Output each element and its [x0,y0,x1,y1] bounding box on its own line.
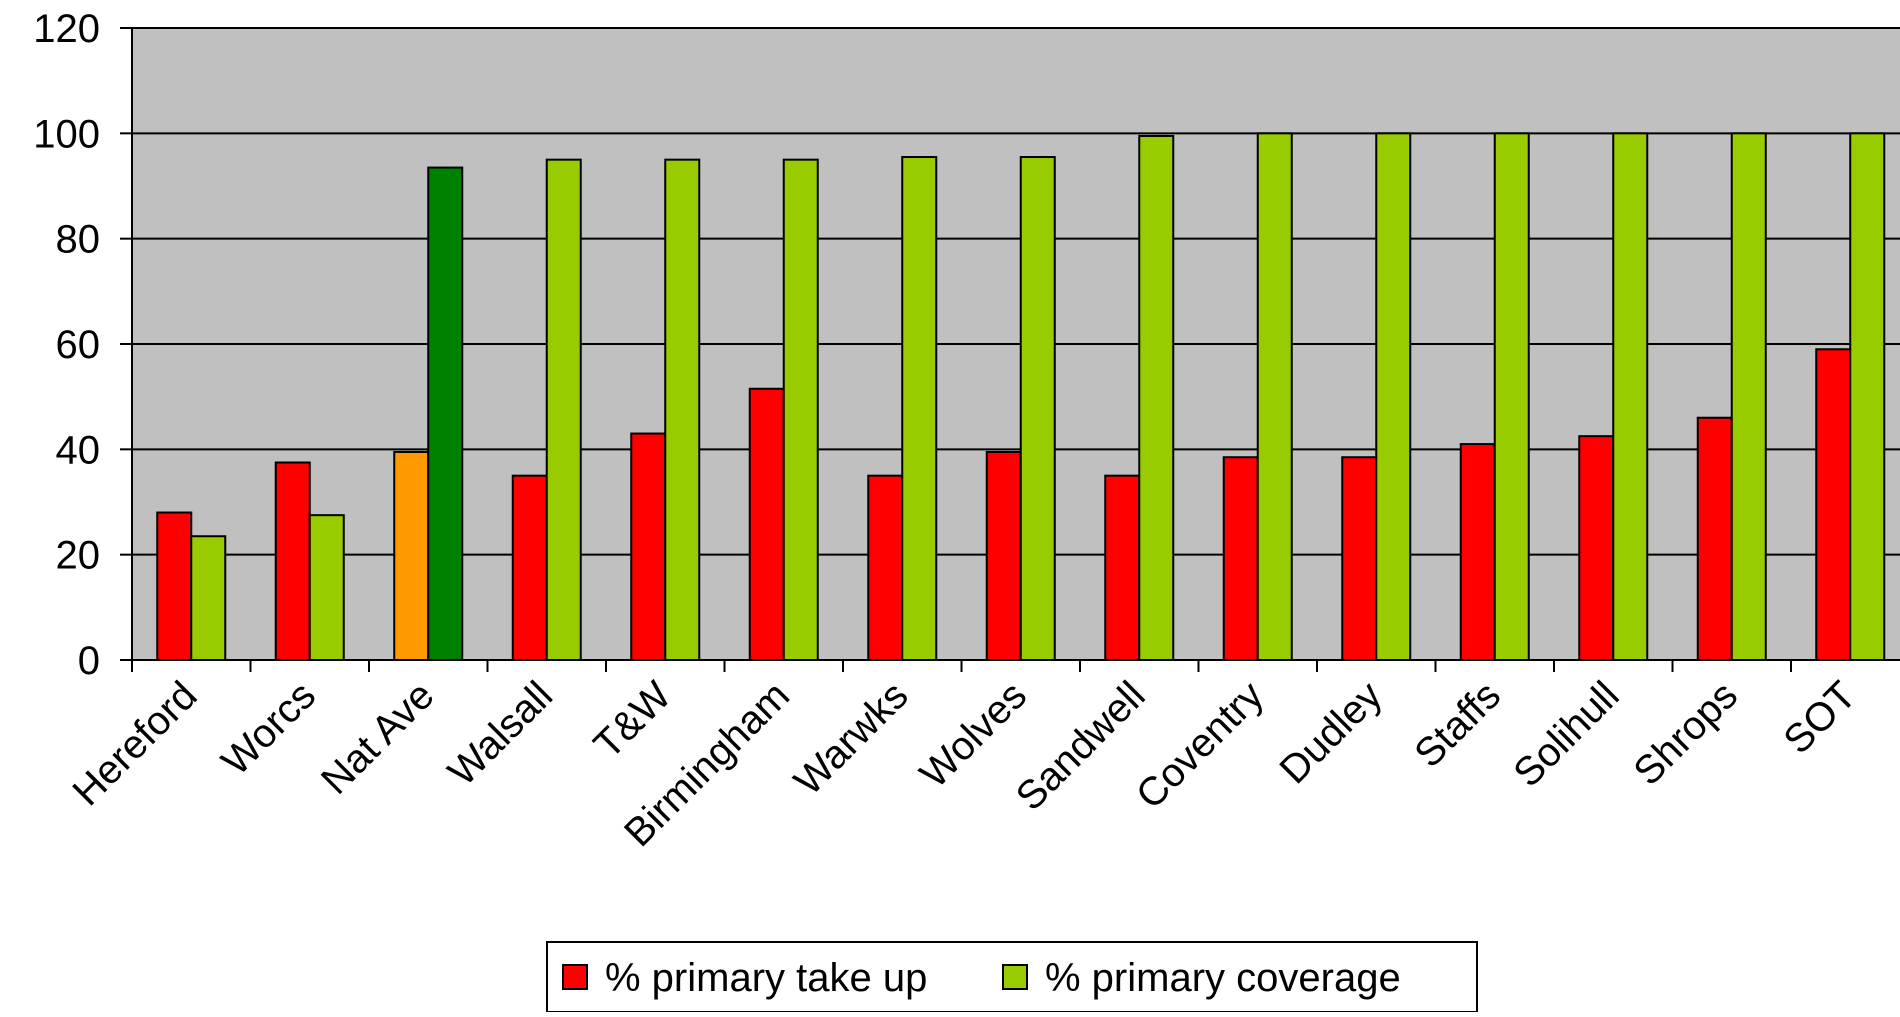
y-tick-label: 120 [33,7,100,51]
x-category-label: Dudley [1271,673,1390,792]
bar-take-up [867,474,904,661]
y-tick-label: 100 [33,112,100,156]
bar-take-up [511,474,548,661]
x-category-label: Solihull [1505,673,1627,795]
legend-swatch [562,964,588,990]
y-tick-label: 60 [56,323,101,367]
bars [156,132,1886,662]
bar-coverage [1375,132,1412,662]
y-tick-label: 40 [56,428,101,472]
x-category-label: Nat Ave [313,673,443,803]
bar-coverage [1730,132,1767,662]
bar-take-up [1459,443,1496,662]
bar-coverage [901,156,938,662]
legend-label: % primary take up [605,956,927,1000]
bar-take-up [1578,435,1615,661]
bar-take-up [1222,456,1259,661]
bar-coverage [1256,132,1293,662]
bar-coverage [1138,134,1175,661]
x-category-label: Warwks [786,673,917,804]
bar-take-up [1104,474,1141,661]
y-tick-label: 20 [56,534,101,578]
y-tick-label: 0 [78,639,100,683]
bar-coverage [1019,156,1056,662]
bar-take-up [1341,456,1378,661]
x-category-label: Walsall [440,673,561,794]
bar-take-up [393,450,430,662]
bar-coverage [1849,132,1886,662]
bar-coverage [1612,132,1649,662]
bar-take-up [748,387,785,661]
x-category-label: Hereford [64,673,205,814]
legend-label: % primary coverage [1045,956,1401,1000]
bar-coverage [427,166,464,661]
x-category-label: Sandwell [1008,673,1154,819]
bar-coverage [545,158,582,662]
bar-take-up [985,450,1022,662]
bar-take-up [1696,416,1733,661]
x-category-label: Coventry [1128,673,1272,817]
bar-take-up [156,511,193,661]
axes [120,27,1900,672]
legend: % primary take up % primary coverage [546,941,1478,1013]
x-category-label: Staffs [1406,673,1509,776]
y-axis-tick-labels: 0 20 40 60 80 100 120 [33,7,100,683]
legend-swatch [1002,964,1028,990]
bar-take-up [1815,348,1852,661]
bar-coverage [664,158,701,662]
bar-coverage [308,514,345,662]
x-category-label: Shrops [1625,673,1746,794]
bar-coverage [1493,132,1530,662]
bar-take-up [630,432,667,661]
x-category-label: Worcs [213,673,324,784]
bar-coverage [190,535,227,662]
x-category-label: T&W [586,673,680,767]
x-category-label: SOT [1775,673,1864,762]
bar-take-up [274,461,311,661]
y-tick-label: 80 [56,218,101,262]
bar-coverage [782,158,819,662]
